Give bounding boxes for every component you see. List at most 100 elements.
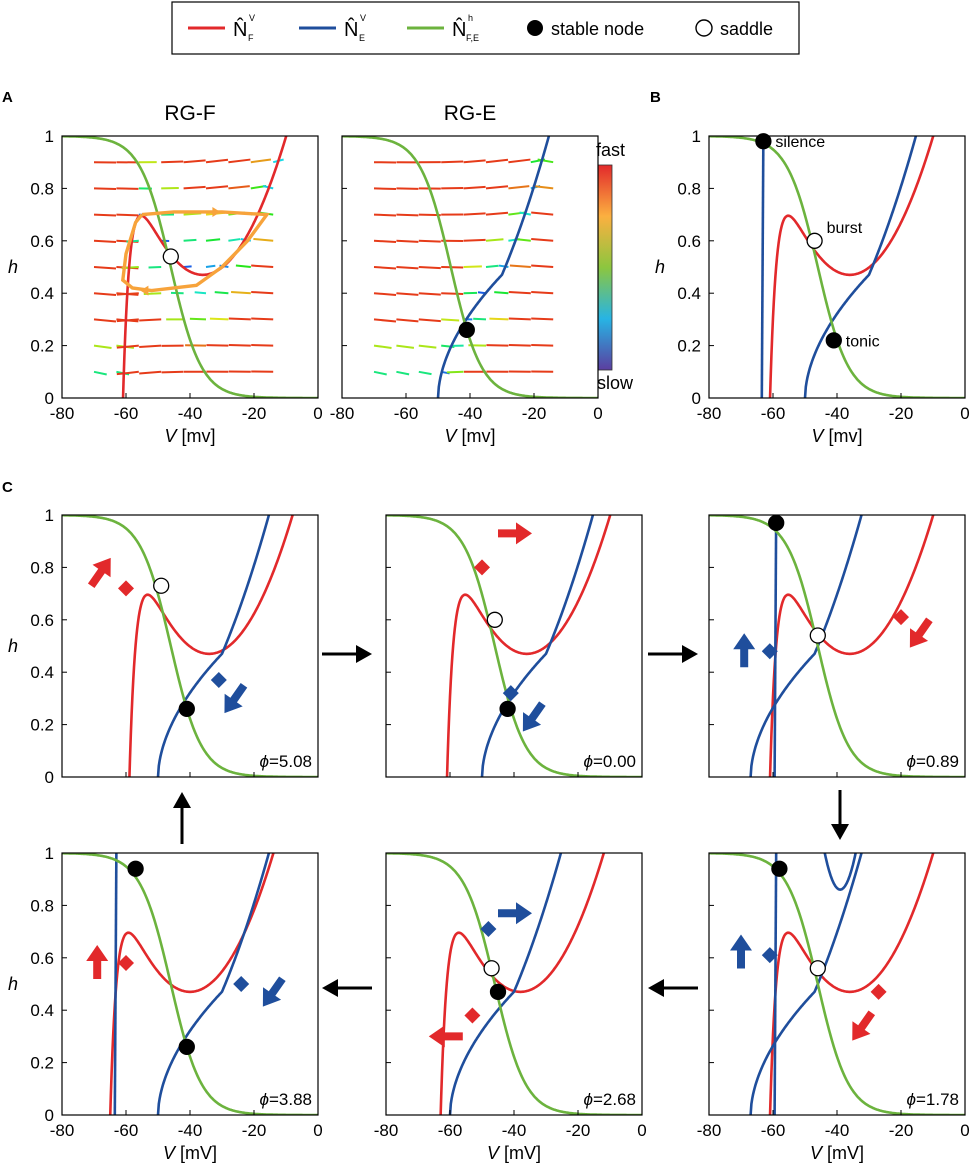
- vector-field-arrow: [214, 291, 229, 295]
- x-tick-label: 0: [637, 1121, 646, 1140]
- speed-colorbar: fast slow: [596, 140, 634, 393]
- vector-field-arrow: [373, 213, 397, 217]
- phase-diamond-red: [870, 983, 887, 1000]
- y-tick-label: 0.6: [677, 232, 701, 251]
- drift-arrow-blue: [224, 682, 248, 714]
- vector-field-arrow: [418, 292, 441, 296]
- x-tick-label: -40: [502, 1121, 527, 1140]
- fixed-point-label: silence: [775, 134, 825, 151]
- y-tick-label: 1: [45, 127, 54, 146]
- panel-title: RG-E: [444, 102, 497, 125]
- legend-box: [171, 1, 800, 55]
- vector-field-arrow: [93, 292, 117, 296]
- stable-node-marker: [499, 700, 516, 718]
- panel-c-phi-0-00: ϕ=0.00: [385, 514, 643, 778]
- nullcline-blue: [749, 853, 863, 1115]
- legend-stable-node-label: stable node: [551, 19, 644, 39]
- panel-c-phi-2-68: -80 -60 -40 -20 0 V [mV] ϕ=2.68: [374, 852, 647, 1163]
- x-tick-label: -20: [889, 404, 914, 423]
- vector-field-arrow: [161, 160, 184, 164]
- drift-arrow-blue: [498, 902, 532, 925]
- nullcline-blue: [448, 853, 563, 1115]
- stable-node-marker: [489, 983, 507, 1001]
- legend-sup-nfv: V: [249, 13, 255, 23]
- vector-field-arrow: [418, 266, 441, 270]
- nullcline-blue: [760, 136, 765, 398]
- vector-field-arrow: [205, 158, 229, 164]
- vector-field-arrow: [508, 344, 531, 347]
- x-tick-label: -60: [761, 1121, 786, 1140]
- vector-field-arrow: [508, 317, 531, 321]
- vector-field-arrow: [116, 318, 139, 323]
- axes-frame: [385, 514, 643, 778]
- phase-diamond-blue: [233, 976, 250, 992]
- vector-field-arrow: [531, 211, 554, 216]
- x-tick-label: -80: [50, 404, 75, 423]
- nullcline-red: [768, 136, 935, 398]
- x-tick-label: -80: [374, 1121, 399, 1140]
- nullcline-blue: [773, 853, 778, 1115]
- vector-field-arrow: [235, 264, 251, 268]
- vector-field-arrow: [183, 185, 206, 190]
- legend-symbol-nev: N̂: [344, 18, 358, 41]
- y-tick-label: 0.8: [30, 179, 54, 198]
- nullcline-blue: [156, 515, 271, 777]
- legend: N̂ V F N̂ V E N̂ h F,E stable node saddl…: [171, 1, 800, 55]
- phase-sequence-arrows: [173, 645, 849, 997]
- vector-field-arrow: [463, 212, 486, 216]
- vector-field-arrow: [373, 344, 392, 349]
- y-axis-label: h: [8, 636, 18, 656]
- x-axis-label: V [mV]: [487, 1143, 541, 1163]
- vector-field-arrow: [485, 185, 509, 190]
- x-tick-label: -20: [522, 404, 547, 423]
- vector-field-arrow: [228, 185, 250, 190]
- phase-diamond-red: [474, 559, 490, 576]
- vector-field-arrow: [251, 264, 274, 268]
- stable-node-marker: [178, 700, 195, 718]
- vector-field-arrow: [93, 187, 117, 190]
- phase-value-label: ϕ=0.00: [584, 752, 636, 771]
- vector-field-arrow: [508, 185, 530, 190]
- x-tick-label: -20: [889, 1121, 914, 1140]
- vector-field-arrow: [205, 264, 216, 268]
- x-tick-label: -20: [242, 404, 267, 423]
- phase-diamond-blue: [761, 643, 778, 660]
- legend-sup-nev: V: [360, 13, 366, 23]
- vector-field-arrow: [183, 159, 206, 164]
- vector-field-arrow: [486, 344, 509, 347]
- vector-field-arrow: [531, 238, 554, 242]
- x-tick-label: -60: [114, 1121, 139, 1140]
- axes-frame: [385, 852, 643, 1116]
- flow-arrow-left-1: [648, 979, 698, 997]
- legend-symbol-nfv: N̂: [233, 18, 247, 41]
- legend-sub-nh: F,E: [466, 33, 479, 43]
- vector-field-arrow: [498, 264, 509, 268]
- phase-value-label: ϕ=3.88: [260, 1090, 312, 1109]
- saddle-marker: [486, 611, 503, 628]
- y-tick-label: 0: [45, 768, 54, 787]
- panel-letter-c: C: [2, 479, 13, 496]
- vector-field-arrow: [116, 213, 139, 217]
- y-tick-label: 0.4: [30, 284, 54, 303]
- nullcline-blue: [773, 515, 778, 777]
- vector-field-arrow: [228, 317, 251, 321]
- legend-entry-nfv: N̂ V F: [233, 13, 255, 43]
- vector-field-arrow: [494, 291, 509, 295]
- x-axis-label: V [mv]: [811, 426, 862, 446]
- vector-field-arrow: [373, 266, 397, 270]
- vector-field-arrow: [418, 318, 441, 323]
- vector-field-arrow: [93, 213, 117, 217]
- nullcline-blue: [749, 515, 863, 777]
- drift-arrow-red: [498, 522, 532, 545]
- x-axis-label: V [mv]: [164, 426, 215, 446]
- panel-c-phi-0-89: ϕ=0.89: [708, 514, 966, 778]
- vector-field-arrow: [183, 238, 197, 242]
- phase-diamond-red: [464, 1007, 481, 1024]
- y-tick-label: 0: [45, 1106, 54, 1125]
- nullcline-blue: [113, 853, 118, 1115]
- vector-field-arrow: [463, 185, 486, 190]
- colorbar-fast-label: fast: [596, 140, 625, 160]
- nullcline-blue: [823, 853, 857, 892]
- y-axis-label: h: [8, 257, 18, 277]
- phase-diamond-red: [893, 609, 909, 626]
